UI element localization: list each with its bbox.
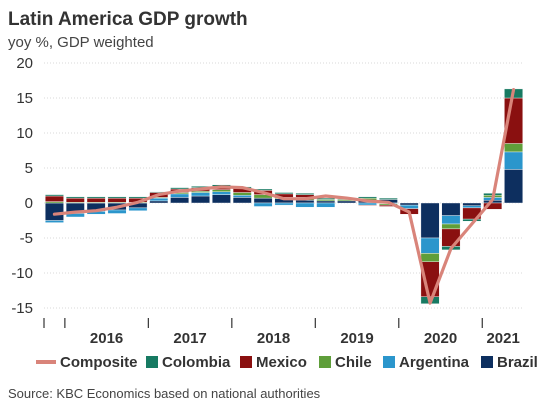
bar-segment [191,192,210,197]
legend-label: Chile [335,354,372,371]
bar-segment [86,196,106,199]
bar-segment [504,151,523,170]
bar-segment [316,202,336,208]
bar-segment [378,197,398,200]
legend-swatch [240,356,252,368]
bar-segment [232,192,252,196]
bar-segment [149,200,169,204]
bar-segment [45,194,64,197]
bar-segment [295,192,315,195]
bar-segment [441,228,461,247]
bar-segment [504,143,523,153]
y-tick-label: 0 [25,195,33,212]
chart-subtitle: yoy %, GDP weighted [8,34,154,51]
legend-label: Colombia [162,354,231,371]
y-tick-label: 15 [16,90,33,107]
bar-segment [274,192,294,195]
bar-segment [295,202,315,208]
y-tick-label: -10 [11,265,33,282]
legend-label: Mexico [256,354,307,371]
bar-segment [45,201,64,204]
bar-segment [358,196,377,199]
bar-segment [316,200,336,204]
bar-segment [232,195,252,198]
y-axis-ticks: 20 15 10 5 0 -5 -10 -15 [11,55,33,317]
bar-segment [483,202,503,210]
bar-segment [212,194,231,204]
x-tick-label: 2020 [424,330,457,347]
x-tick-label: 2021 [486,330,519,347]
composite-line [52,87,516,305]
composite-line-path [52,87,516,305]
bar-segment [107,197,127,203]
legend-swatch [319,356,331,368]
stacked-bars [45,88,523,304]
bar-segment [170,193,190,198]
bar-segment [399,202,419,206]
bar-segment [212,189,231,192]
x-tick-label: 2018 [257,330,290,347]
bar-segment [232,197,252,204]
bar-segment [420,202,440,239]
x-axis: 2016 2017 2018 2019 2020 2021 [43,318,520,347]
bar-segment [107,196,127,199]
chart-title: Latin America GDP growth [8,9,248,30]
x-tick-label: 2016 [90,330,123,347]
bar-segment [441,223,461,230]
bar-segment [45,195,64,202]
bar-segment [358,204,377,207]
bar-segment [128,196,148,199]
bar-segment [441,202,461,216]
legend-label: Argentina [399,354,470,371]
legend-swatch [383,356,395,368]
legend-label: Brazil [497,354,538,371]
y-tick-label: -15 [11,300,33,317]
y-tick-label: 10 [16,125,33,142]
bar-segment [462,218,482,222]
legend: Composite Colombia Mexico Chile Argentina Bra… [36,354,538,371]
bar-segment [253,202,273,207]
bar-segment [86,197,106,203]
legend-swatch [146,356,158,368]
bar-segment [462,202,482,206]
source-note: Source: KBC Economics based on national … [8,386,321,401]
bar-segment [128,207,148,211]
bar-segment [170,187,190,190]
bar-segment [253,197,273,204]
bar-segment [316,199,336,202]
gridlines [44,62,524,309]
bar-segment [191,195,210,204]
bar-segment [65,197,85,203]
y-tick-label: 20 [16,55,33,72]
bar-segment [65,196,85,199]
bar-segment [191,190,210,193]
bar-segment [45,202,64,221]
y-tick-label: 5 [25,160,33,177]
bar-segment [212,191,231,195]
bar-segment [295,199,315,204]
bar-segment [420,237,440,254]
x-tick-label: 2019 [340,330,373,347]
legend-swatch [481,356,493,368]
y-tick-label: -5 [20,230,33,247]
bar-segment [45,220,64,223]
bar-segment [420,253,440,262]
bar-segment [170,197,190,204]
bar-segment [504,169,523,204]
bar-segment [462,205,482,209]
bar-segment [358,202,377,206]
bar-segment [337,200,356,204]
bar-segment [107,209,127,214]
x-tick-label: 2017 [173,330,206,347]
bar-segment [274,202,294,206]
legend-label-composite: Composite [60,354,138,371]
bar-segment [441,215,461,225]
